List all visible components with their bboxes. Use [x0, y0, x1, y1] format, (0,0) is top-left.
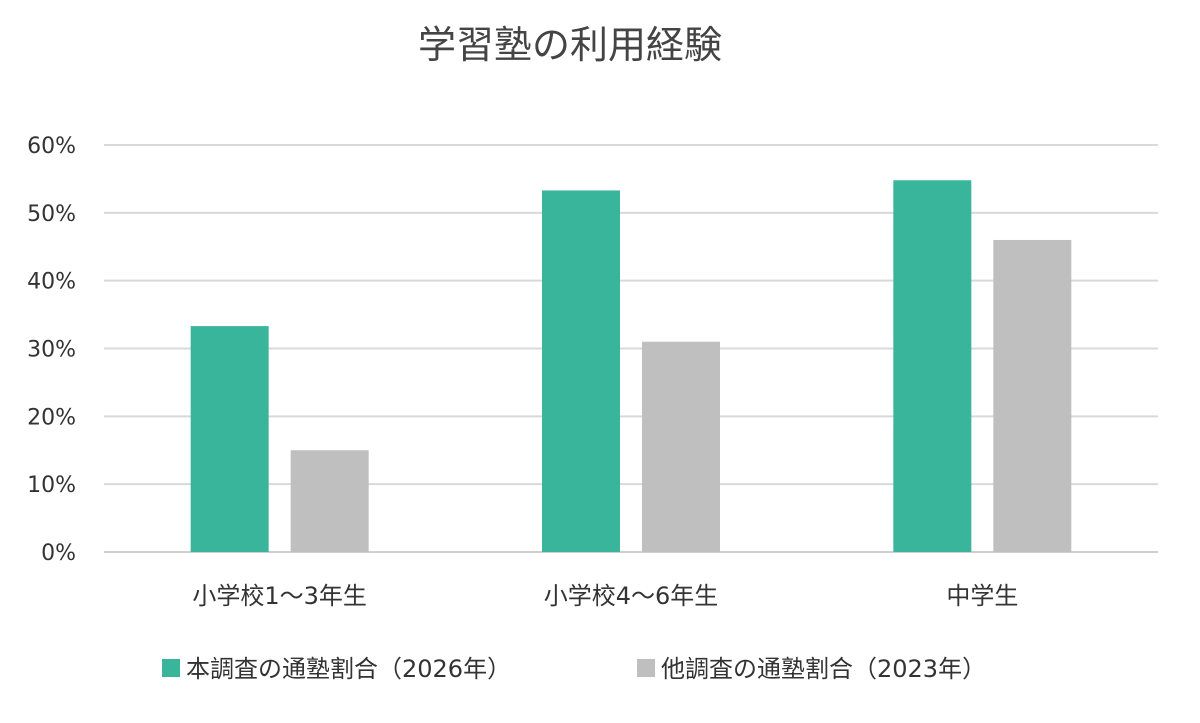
bar-other-survey	[290, 450, 369, 552]
bar-other-survey	[642, 341, 720, 552]
x-axis-categories: 小学校1〜3年生 小学校4〜6年生 中学生	[192, 582, 1018, 610]
legend-swatch	[637, 659, 655, 677]
y-tick-label: 60%	[27, 134, 76, 159]
y-tick-label: 30%	[27, 338, 76, 363]
y-tick-label: 20%	[27, 405, 76, 430]
bars	[190, 180, 1072, 553]
gridlines	[104, 144, 1158, 553]
bar-main-survey	[190, 326, 269, 552]
y-tick-label: 10%	[27, 473, 76, 498]
legend: 本調査の通塾割合（2026年） 他調査の通塾割合（2023年）	[162, 655, 986, 683]
y-tick-label: 40%	[27, 270, 76, 295]
bar-main-survey	[542, 190, 620, 552]
bar-other-survey	[993, 239, 1072, 552]
bar-main-survey	[893, 180, 972, 553]
legend-label: 他調査の通塾割合（2023年）	[661, 655, 986, 683]
x-category-label: 小学校4〜6年生	[544, 582, 719, 610]
y-tick-label: 50%	[27, 202, 76, 227]
x-category-label: 小学校1〜3年生	[192, 582, 367, 610]
legend-label: 本調査の通塾割合（2026年）	[186, 655, 511, 683]
y-tick-label: 0%	[41, 541, 76, 566]
legend-swatch	[162, 659, 180, 677]
chart-title: 学習塾の利用経験	[418, 23, 722, 67]
y-axis-ticks: 0% 10% 20% 30% 40% 50% 60%	[27, 134, 76, 566]
x-category-label: 中学生	[946, 582, 1018, 610]
